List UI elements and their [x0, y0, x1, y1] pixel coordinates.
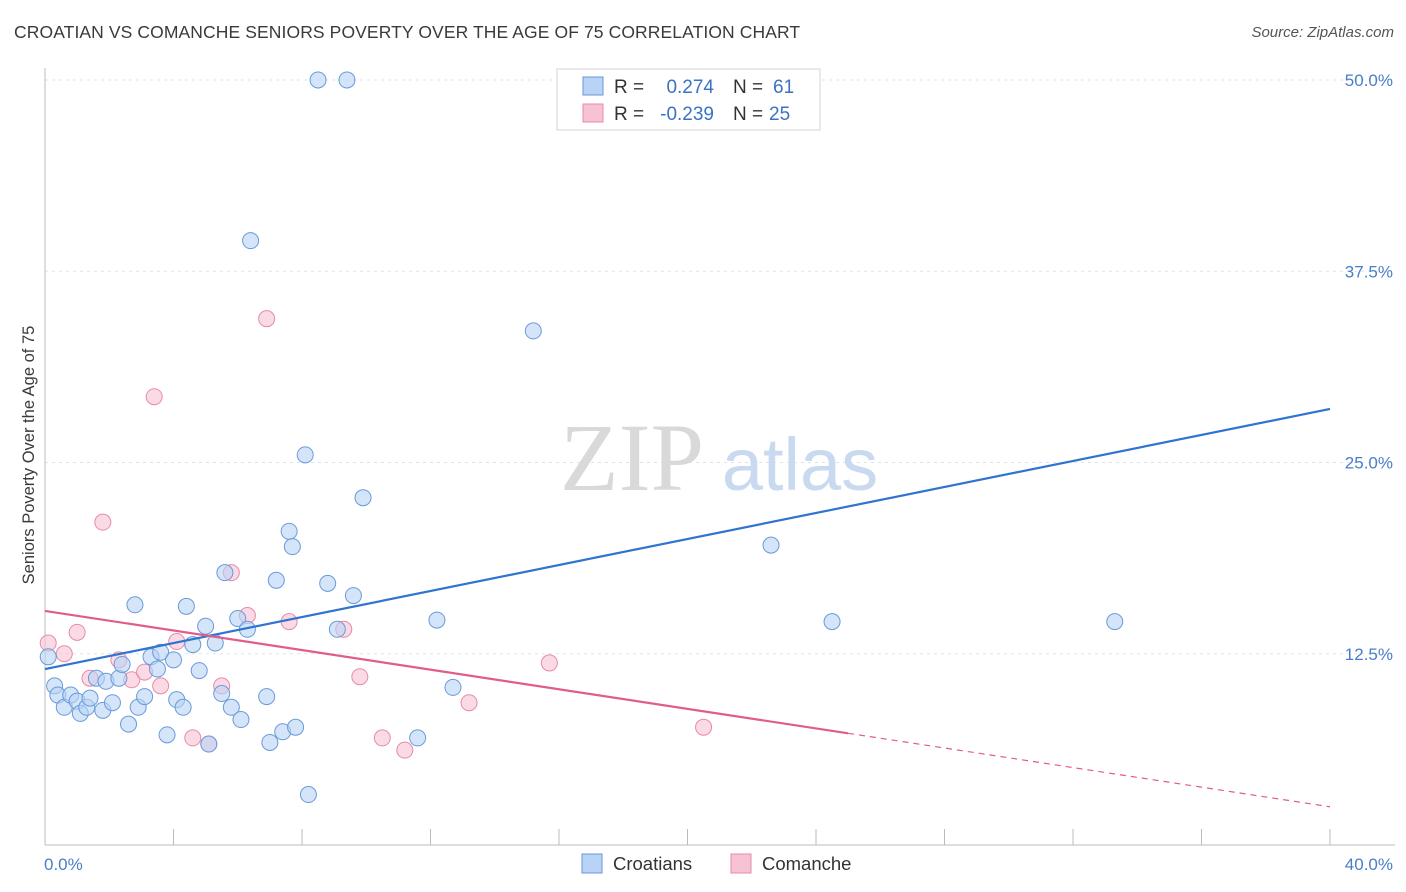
croatians-point-18: [136, 688, 154, 706]
croatians-point-53: [354, 489, 372, 507]
croatians-point-39: [258, 688, 276, 706]
x-tick-label-min: 0.0%: [44, 855, 83, 874]
tick-labels: 12.5% 25.0% 37.5% 50.0% 0.0% 40.0%: [44, 71, 1393, 874]
comanche-trend-line: [44, 609, 849, 735]
correlation-legend: R = 0.274 N = 61 R = -0.239 N = 25: [556, 68, 821, 131]
croatians-point-32: [213, 685, 231, 703]
croatians-point-54: [409, 729, 427, 747]
croatians-point-26: [177, 597, 195, 615]
bottom-swatch-comanche: [730, 853, 752, 874]
croatians-point-34: [222, 698, 240, 716]
croatians-point-41: [267, 571, 285, 589]
legend-r-label-2: R =: [614, 104, 644, 125]
croatians-point-52: [344, 587, 362, 605]
source-label: Source: ZipAtlas.com: [1251, 24, 1394, 41]
y-tick-label-0: 12.5%: [1345, 645, 1393, 664]
croatians-point-28: [190, 662, 208, 680]
bottom-legend-comanche: Comanche: [762, 853, 851, 874]
croatians-point-8: [81, 689, 99, 707]
comanche-point-8: [145, 388, 163, 406]
bottom-legend-croatians: Croatians: [613, 853, 692, 874]
croatians-point-30: [200, 735, 218, 753]
croatians-point-36: [232, 711, 250, 729]
comanche-point-24: [695, 718, 713, 736]
croatians-point-51: [338, 71, 356, 89]
croatians-point-29: [197, 617, 215, 635]
legend-n-label-2: N =: [733, 104, 763, 125]
croatians-trend-line: [44, 407, 1331, 671]
croatians-point-60: [1106, 613, 1124, 631]
croatians-point-56: [444, 678, 462, 696]
legend-n-value-1: 61: [773, 77, 794, 98]
series-legend: Croatians Comanche: [581, 853, 851, 874]
croatians-point-38: [242, 232, 260, 250]
comanche-point-4: [94, 513, 112, 531]
comanche-point-22: [460, 694, 478, 712]
croatians-point-22: [158, 726, 176, 744]
legend-n-label-1: N =: [733, 77, 763, 98]
legend-n-value-2: 25: [769, 104, 790, 125]
croatians-point-50: [328, 620, 346, 638]
croatians-point-47: [299, 786, 317, 804]
croatians-point-46: [296, 446, 314, 464]
watermark: ZIP atlas: [560, 404, 878, 511]
croatians-point-44: [283, 538, 301, 556]
croatians-point-20: [148, 660, 166, 678]
comanche-point-21: [396, 741, 414, 759]
croatians-point-57: [524, 322, 542, 340]
watermark-atlas: atlas: [722, 423, 878, 506]
y-tick-label-3: 50.0%: [1345, 71, 1393, 90]
comanche-point-11: [184, 729, 202, 747]
y-axis-label: Seniors Poverty Over the Age of 75: [20, 326, 38, 585]
croatians-point-14: [113, 655, 131, 673]
croatians-point-45: [287, 718, 305, 736]
legend-swatch-croatians: [582, 76, 604, 96]
grid-lines: [45, 79, 1395, 655]
x-tick-label-max: 40.0%: [1345, 855, 1393, 874]
croatians-point-48: [309, 71, 327, 89]
trend-lines: [44, 407, 1331, 808]
comanche-point-2: [68, 623, 86, 641]
comanche-point-19: [351, 668, 369, 686]
comanche-point-20: [373, 729, 391, 747]
croatians-point-58: [762, 536, 780, 554]
croatians-points: [39, 71, 1124, 804]
croatians-point-0: [39, 648, 57, 666]
croatians-point-12: [103, 694, 121, 712]
chart-title: CROATIAN VS COMANCHE SENIORS POVERTY OVE…: [14, 22, 801, 42]
comanche-point-1: [55, 645, 73, 663]
axes: [44, 68, 1395, 846]
y-tick-label-2: 37.5%: [1345, 262, 1393, 281]
croatians-point-35: [229, 610, 247, 628]
croatians-point-23: [165, 651, 182, 669]
legend-r-value-1: 0.274: [666, 77, 714, 98]
comanche-point-16: [258, 310, 276, 328]
croatians-point-16: [126, 596, 144, 614]
legend-swatch-comanche: [582, 103, 604, 123]
croatians-point-43: [280, 522, 298, 540]
croatians-point-33: [216, 564, 234, 582]
croatians-point-13: [110, 669, 128, 687]
comanche-trend-extension: [848, 732, 1331, 808]
comanche-point-23: [540, 654, 558, 672]
y-tick-label-1: 25.0%: [1345, 454, 1393, 473]
watermark-zip: ZIP: [560, 404, 704, 511]
legend-r-value-2: -0.239: [660, 104, 714, 125]
legend-r-label-1: R =: [614, 77, 644, 98]
croatians-point-59: [823, 613, 841, 631]
croatians-point-15: [120, 715, 138, 733]
croatians-point-40: [261, 733, 279, 751]
bottom-swatch-croatians: [581, 853, 603, 874]
croatians-point-25: [174, 698, 192, 716]
croatians-point-21: [152, 643, 170, 661]
croatians-point-55: [428, 611, 446, 629]
croatians-point-49: [319, 574, 337, 592]
comanche-point-9: [152, 677, 170, 695]
